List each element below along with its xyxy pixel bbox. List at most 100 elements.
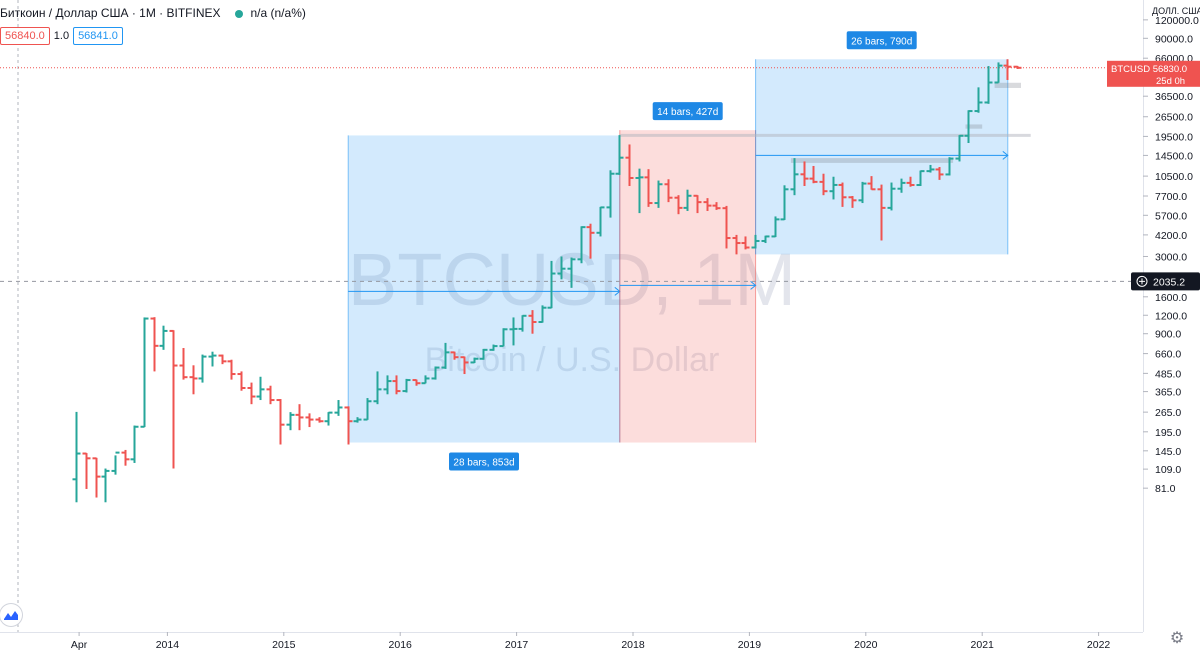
ohlc-bar — [189, 365, 198, 395]
ohlc-bar — [227, 359, 236, 380]
ohlc-bar — [169, 329, 178, 469]
price-tick-label: 19500.0 — [1155, 131, 1193, 143]
price-tick-label: 145.0 — [1155, 446, 1181, 458]
ohlc-bar — [674, 195, 683, 215]
sell-price-button[interactable]: 56840.0 — [0, 27, 50, 45]
price-tick-label: 90000.0 — [1155, 33, 1193, 45]
ohlc-bar — [683, 189, 692, 211]
ohlc-bar — [111, 451, 120, 475]
ohlc-bar — [276, 399, 285, 445]
price-tick-label: 5700.0 — [1155, 210, 1187, 222]
time-tick-label: 2018 — [621, 639, 645, 651]
ohlc-bar — [577, 226, 586, 264]
ohlc-bar — [499, 328, 508, 348]
ohlc-bar — [712, 202, 721, 210]
ohlc-bar — [625, 144, 634, 187]
time-axis-bg — [0, 632, 1143, 654]
ohlc-bar — [877, 184, 886, 241]
ohlc-bar — [237, 371, 246, 391]
price-tick-label: 10500.0 — [1155, 171, 1193, 183]
ohlc-bar — [344, 406, 353, 445]
ohlc-bar — [286, 412, 295, 431]
ohlc-bar — [295, 404, 304, 431]
highlight-zone — [790, 158, 954, 163]
ohlc-bar — [421, 375, 430, 385]
ohlc-bar — [140, 317, 149, 428]
ohlc-bar — [247, 382, 256, 405]
ohlc-bar — [460, 356, 469, 375]
time-tick-label: 2019 — [738, 639, 762, 651]
ohlc-bar — [324, 411, 333, 426]
ohlc-bar — [479, 348, 488, 360]
buy-price-button[interactable]: 56841.0 — [73, 27, 123, 45]
ohlc-bar — [412, 379, 421, 386]
ohlc-bar — [935, 167, 944, 180]
ohlc-bar — [897, 178, 906, 193]
price-tick-label: 265.0 — [1155, 407, 1181, 419]
ohlc-bar — [1003, 59, 1012, 80]
ohlc-bar — [470, 357, 479, 364]
crosshair-price-label: 2035.2 — [1153, 276, 1185, 288]
measure-arrow-head — [750, 280, 757, 290]
ohlc-bar — [829, 176, 838, 200]
price-tick-label: 81.0 — [1155, 483, 1176, 495]
plus-circle-icon — [1136, 275, 1148, 287]
ohlc-bar — [218, 354, 227, 365]
measure-label-3: 26 bars, 790d — [851, 36, 912, 47]
price-tick-label: 26500.0 — [1155, 112, 1193, 124]
price-tick-label: 109.0 — [1155, 464, 1181, 476]
time-tick-label: 2016 — [389, 639, 413, 651]
price-axis-unit: ДОЛЛ. США — [1152, 6, 1200, 16]
ohlc-bar — [848, 196, 857, 208]
price-tick-label: 900.0 — [1155, 329, 1181, 341]
ohlc-bar — [693, 194, 702, 214]
price-tick-label: 3000.0 — [1155, 251, 1187, 263]
last-price-badge — [1107, 60, 1200, 87]
ohlc-bar — [741, 236, 750, 250]
price-tick-label: 14500.0 — [1155, 150, 1193, 162]
gear-icon[interactable]: ⚙ — [1169, 630, 1185, 647]
quote-panel: 56840.0 1.0 56841.0 — [0, 27, 123, 45]
ohlc-bar — [557, 256, 566, 280]
ohlc-bar — [615, 135, 624, 175]
ohlc-bar — [732, 234, 741, 255]
ohlc-bar — [431, 366, 440, 380]
measure-zone-2 — [619, 130, 756, 443]
ohlc-bar — [256, 376, 265, 401]
time-tick-label: 2020 — [854, 639, 878, 651]
ohlc-bar — [994, 62, 1003, 84]
indicator-value: n/a (n/a%) — [250, 6, 306, 20]
time-tick-label: 2014 — [156, 639, 180, 651]
ohlc-bar — [1013, 65, 1022, 69]
symbol-title[interactable]: Биткоин / Доллар США · 1M · BITFINEX — [0, 6, 221, 20]
tradingview-logo-icon[interactable] — [0, 604, 22, 626]
ohlc-bar — [887, 182, 896, 211]
time-tick-label: 2021 — [971, 639, 995, 651]
measure-label-box — [846, 31, 917, 50]
ohlc-bar — [606, 170, 615, 218]
ohlc-bar — [722, 205, 731, 249]
time-tick-label: 2022 — [1087, 639, 1111, 651]
time-tick-label: Apr — [71, 639, 88, 651]
price-tick-label: 485.0 — [1155, 368, 1181, 380]
time-tick-label: 2017 — [505, 639, 529, 651]
ohlc-bar — [392, 375, 401, 395]
ohlc-bar — [82, 452, 91, 489]
ohlc-bar — [790, 158, 799, 196]
price-tick-label: 120000.0 — [1155, 15, 1199, 27]
crosshair-price-badge — [1131, 272, 1200, 291]
market-status-icon — [234, 9, 243, 18]
ohlc-bar — [92, 457, 101, 498]
ohlc-bar — [441, 342, 450, 369]
ohlc-bar — [916, 170, 925, 187]
price-tick-label: 365.0 — [1155, 387, 1181, 399]
ohlc-bar — [150, 317, 159, 372]
ohlc-bar — [159, 325, 168, 350]
ohlc-bar — [198, 354, 207, 383]
price-tick-label: 4200.0 — [1155, 230, 1187, 242]
ohlc-bar — [509, 317, 518, 346]
ohlc-bar — [179, 348, 188, 380]
ohlc-bar — [373, 371, 382, 405]
ohlc-bar — [489, 344, 498, 351]
